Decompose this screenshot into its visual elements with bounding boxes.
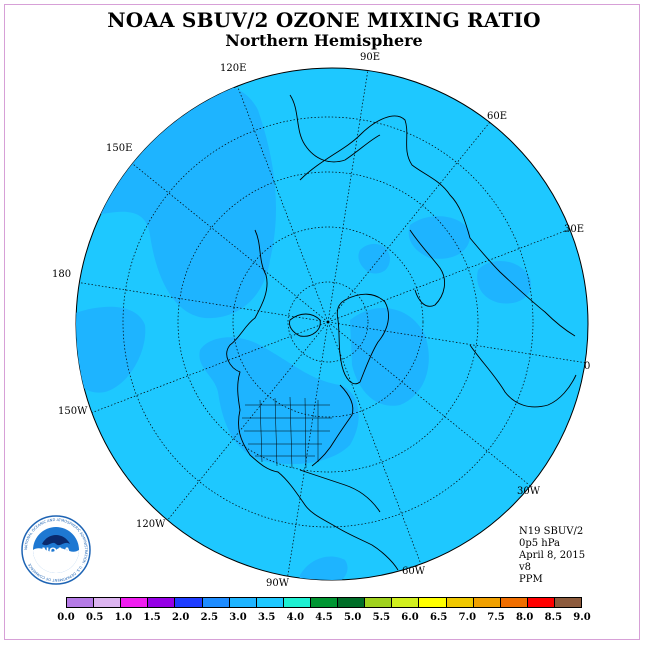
graticule <box>76 68 588 580</box>
colorbar-swatch <box>500 598 528 607</box>
colorbar-swatch <box>202 598 230 607</box>
data-info-block: N19 SBUV/2 0p5 hPa April 8, 2015 v8 PPM <box>519 526 585 586</box>
coast-arctic-islands <box>289 313 321 337</box>
colorbar-tick-label: 0.0 <box>57 612 75 623</box>
meridian-line <box>220 68 329 323</box>
meridian-line <box>76 321 329 430</box>
colorbar-swatch <box>392 598 420 607</box>
logo-text: NOAA <box>42 547 71 557</box>
lon-label-60e: 60E <box>487 111 508 122</box>
lon-label-150e: 150E <box>106 143 133 154</box>
colorbar-swatch <box>310 598 339 607</box>
meridian-line <box>94 132 329 323</box>
colorbar-swatch <box>175 598 203 607</box>
colorbar-swatch <box>256 598 284 607</box>
colorbar-tick-label: 4.5 <box>315 612 333 623</box>
coast-asia-east <box>289 94 381 163</box>
ozone-patch-siberia <box>358 243 390 274</box>
plot-frame <box>4 4 640 640</box>
colorbar-tick-label: 8.5 <box>544 612 563 623</box>
colorbar-swatch <box>283 598 311 607</box>
colorbar-tick-label: 1.0 <box>114 612 133 623</box>
colorbar-tick-label: 9.0 <box>573 612 591 623</box>
coast-north-america <box>226 229 399 571</box>
ozone-patch-pacific-w <box>76 306 146 393</box>
colorbar-swatch <box>229 598 257 607</box>
info-version: v8 <box>519 562 532 573</box>
us-state-grid <box>242 396 332 469</box>
meridian-line <box>327 321 562 512</box>
lon-label-0: 0 <box>584 361 591 372</box>
coast-europe-asia <box>299 115 576 337</box>
colorbar-tick-label: 5.5 <box>372 612 391 623</box>
meridian-line <box>327 68 376 323</box>
coast-greenland <box>336 293 389 385</box>
colorbar-swatch <box>419 598 447 607</box>
colorbar-tick-label: 3.0 <box>229 612 247 623</box>
meridian-line <box>138 321 329 556</box>
meridian-line <box>327 321 588 370</box>
lon-label-120e: 120E <box>220 63 247 74</box>
info-date: April 8, 2015 <box>519 550 586 561</box>
lon-label-180: 180 <box>52 269 72 280</box>
lon-label-120w: 120W <box>136 519 166 530</box>
lon-label-150w: 150W <box>58 406 88 417</box>
info-satellite: N19 SBUV/2 <box>519 526 584 537</box>
noaa-logo: NOAA NATIONAL OCEANIC AND ATMOSPHERIC AD… <box>21 515 91 585</box>
meridian-line <box>76 274 329 323</box>
colorbar-swatch <box>338 598 366 607</box>
colorbar-tick-label: 3.5 <box>257 612 276 623</box>
coast-scandinavia <box>409 229 446 307</box>
meridian-line <box>280 321 329 580</box>
meridian-line <box>327 88 518 323</box>
colorbar-swatch <box>473 598 501 607</box>
lon-label-90e: 90E <box>360 52 381 63</box>
colorbar-tick-label: 7.5 <box>487 612 505 623</box>
latitude-circle <box>232 226 424 418</box>
lon-label-30w: 30W <box>517 486 541 497</box>
colorbar-swatch <box>67 598 95 607</box>
meridian-line <box>327 214 588 323</box>
colorbar-tick-label: 2.0 <box>171 612 190 623</box>
colorbar-tick-label: 5.0 <box>343 612 362 623</box>
colorbar-tick-label: 0.5 <box>85 612 104 623</box>
lon-label-60w: 60W <box>402 566 426 577</box>
info-units: PPM <box>519 574 543 585</box>
latitude-circle <box>122 116 534 528</box>
colorbar-tick-label: 6.5 <box>429 612 448 623</box>
us-state-borders <box>242 396 332 469</box>
colorbar-tick-label: 1.5 <box>143 612 161 623</box>
ozone-patch-atlantic-n <box>350 308 429 406</box>
colorbar-tick-label: 8.0 <box>515 612 534 623</box>
colorbar-swatch <box>94 598 122 607</box>
colorbar-swatch <box>527 598 555 607</box>
map-subtitle: Northern Hemisphere <box>225 31 423 50</box>
colorbar-ticks: 0.0 0.5 1.0 1.5 2.0 2.5 3.0 3.5 4.0 4.5 5.0 5.5 6.0 6… <box>0 612 648 626</box>
lon-label-30e: 30E <box>564 224 585 235</box>
coast-caribbean <box>299 469 381 513</box>
ozone-patch-east <box>477 260 531 304</box>
coast-africa <box>469 344 577 408</box>
coastlines <box>226 94 577 571</box>
colorbar-tick-label: 4.0 <box>286 612 305 623</box>
latitude-circle <box>287 281 369 363</box>
lon-label-90w: 90W <box>266 578 290 589</box>
colorbar-swatch <box>554 598 582 607</box>
map-title: NOAA SBUV/2 OZONE MIXING RATIO <box>107 8 541 32</box>
latitude-circle <box>177 171 479 473</box>
colorbar-swatch <box>446 598 474 607</box>
colorbar <box>66 597 582 608</box>
coast-east-america <box>311 384 354 467</box>
meridian-line <box>327 321 436 580</box>
info-level: 0p5 hPa <box>519 538 560 549</box>
colorbar-swatch <box>148 598 176 607</box>
colorbar-swatch <box>121 598 149 607</box>
colorbar-tick-label: 2.5 <box>200 612 219 623</box>
colorbar-swatch <box>365 598 393 607</box>
colorbar-tick-label: 7.0 <box>458 612 477 623</box>
colorbar-tick-label: 6.0 <box>401 612 419 623</box>
ozone-patch-south <box>299 556 348 580</box>
